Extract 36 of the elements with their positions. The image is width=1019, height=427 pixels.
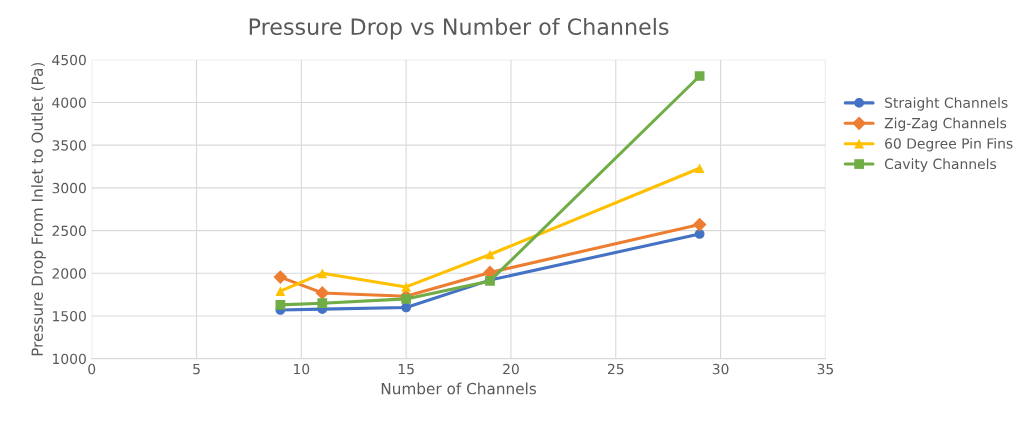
point	[694, 71, 705, 81]
y-tick-label: 2500	[52, 225, 86, 237]
x-tick-label: 30	[712, 363, 729, 375]
y-tick-label: 4500	[52, 54, 86, 66]
point	[275, 300, 286, 310]
chart-title: Pressure Drop vs Number of Channels	[249, 17, 669, 40]
point	[275, 286, 286, 297]
y-tick-label: 2000	[52, 268, 86, 279]
x-tick-label: 10	[294, 363, 310, 375]
x-tick-label: 15	[398, 363, 414, 375]
x-tick-label: 20	[503, 363, 519, 375]
point	[694, 163, 705, 174]
y-tick-label: 1000	[53, 353, 86, 365]
x-axis-title: Number of Channels	[381, 382, 537, 395]
y-tick-label: 1500	[53, 310, 86, 322]
legend-label: Straight Channels	[885, 97, 1008, 111]
legend-label: Cavity Channels	[884, 158, 997, 172]
x-tick-label: 0	[88, 363, 96, 375]
point	[273, 270, 288, 284]
y-tick-label: 3500	[52, 140, 86, 151]
point	[401, 294, 412, 304]
point	[692, 217, 707, 232]
point	[401, 302, 412, 313]
point	[694, 229, 705, 239]
point	[317, 298, 328, 309]
y-tick-label: 4000	[52, 97, 86, 108]
x-tick-label: 35	[817, 363, 834, 375]
x-tick-label: 25	[607, 363, 624, 375]
x-tick-label: 5	[193, 363, 200, 375]
legend-label: 60 Degree Pin Fins	[885, 137, 1013, 152]
point	[317, 268, 328, 279]
y-tick-label: 3000	[52, 182, 86, 194]
legend-label: Zig-Zag Channels	[884, 117, 1007, 132]
point	[315, 286, 330, 300]
y-axis-title: Pressure Drop From Inlet to Outlet (Pa)	[31, 62, 46, 356]
point	[401, 282, 412, 292]
